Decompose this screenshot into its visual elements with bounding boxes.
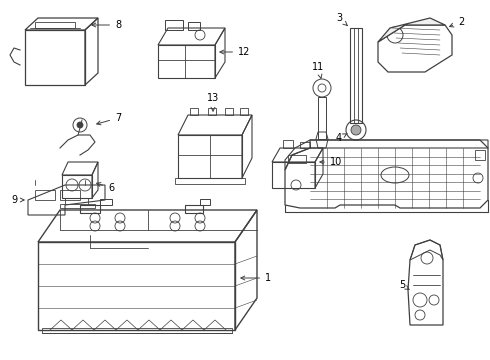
Bar xyxy=(188,22,200,30)
Bar xyxy=(200,199,210,205)
Bar xyxy=(80,205,100,213)
Text: 8: 8 xyxy=(92,20,121,30)
Text: 11: 11 xyxy=(312,62,324,78)
Bar xyxy=(225,108,233,115)
Text: 10: 10 xyxy=(320,157,342,167)
Bar xyxy=(60,204,95,208)
Text: 9: 9 xyxy=(11,195,24,205)
Text: 4: 4 xyxy=(336,133,347,143)
Polygon shape xyxy=(378,18,445,42)
Bar xyxy=(300,142,310,148)
Bar xyxy=(185,205,203,213)
Circle shape xyxy=(351,125,361,135)
Text: 1: 1 xyxy=(241,273,271,283)
Text: 12: 12 xyxy=(220,47,250,57)
Bar xyxy=(165,20,183,30)
Bar xyxy=(475,150,485,160)
Bar xyxy=(350,28,362,123)
Text: 3: 3 xyxy=(336,13,347,26)
Text: 6: 6 xyxy=(97,183,114,193)
Bar xyxy=(240,108,248,115)
Bar xyxy=(35,22,75,28)
Text: 13: 13 xyxy=(207,93,219,111)
Circle shape xyxy=(77,122,83,128)
Bar xyxy=(283,140,293,148)
Text: 5: 5 xyxy=(399,280,409,290)
Bar xyxy=(35,190,55,200)
Bar xyxy=(208,108,216,115)
Bar xyxy=(42,328,232,333)
Text: 7: 7 xyxy=(97,113,121,125)
Bar xyxy=(175,178,245,184)
Bar xyxy=(288,155,306,163)
Bar xyxy=(318,97,326,139)
Text: 2: 2 xyxy=(450,17,464,27)
Bar xyxy=(100,199,112,205)
Bar xyxy=(190,108,198,115)
Bar xyxy=(60,190,80,200)
